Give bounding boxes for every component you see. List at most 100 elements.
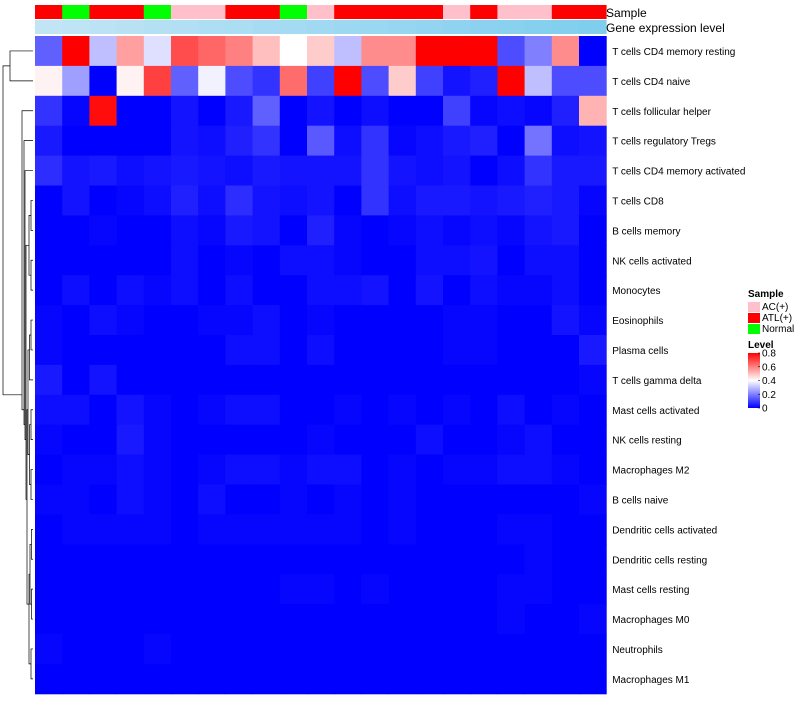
heatmap-cell — [361, 245, 390, 276]
heatmap-cell — [361, 305, 390, 336]
expression-annotation-cell — [279, 20, 308, 34]
heatmap-cell — [116, 245, 145, 276]
heatmap-cell — [415, 245, 444, 276]
heatmap-cell — [334, 424, 362, 456]
heatmap-cell — [116, 454, 145, 485]
legend-swatch-normal — [748, 324, 760, 334]
expression-annotation-cell — [334, 20, 362, 34]
heatmap-cell — [225, 514, 254, 545]
heatmap-cell — [198, 574, 226, 605]
row-label: T cells CD4 memory activated — [612, 167, 745, 178]
row-label: Macrophages M0 — [612, 615, 690, 626]
heatmap-cell — [171, 364, 199, 396]
heatmap-cell — [497, 125, 526, 157]
heatmap-cell — [443, 305, 471, 336]
heatmap-cell — [470, 394, 498, 426]
heatmap-cell — [225, 185, 254, 216]
row-label: T cells CD4 memory resting — [612, 47, 735, 58]
heatmap-cell — [579, 36, 607, 67]
heatmap-cell — [35, 424, 63, 456]
heatmap-cell — [388, 604, 417, 635]
row-label: Macrophages M1 — [612, 675, 690, 686]
heatmap-cell — [551, 604, 580, 635]
heatmap-cell — [171, 155, 199, 186]
heatmap-cell — [89, 364, 118, 396]
level-colorbar — [748, 353, 760, 408]
heatmap-cell — [361, 95, 390, 127]
sample-annotation-cell — [35, 5, 63, 19]
sample-annotation-cell — [89, 5, 117, 19]
heatmap-cell — [198, 424, 226, 456]
heatmap-cell — [198, 125, 226, 157]
heatmap-cell — [279, 604, 308, 635]
heatmap-cell — [334, 574, 362, 605]
heatmap-cell — [388, 65, 417, 97]
heatmap-cell — [198, 454, 226, 485]
heatmap-cell — [307, 514, 335, 545]
heatmap-cell — [334, 604, 362, 635]
heatmap-cell — [252, 604, 281, 635]
heatmap-cell — [89, 95, 118, 127]
heatmap-cell — [252, 275, 281, 306]
heatmap-cell — [470, 484, 498, 515]
heatmap-cell — [35, 514, 63, 545]
heatmap-cell — [35, 125, 63, 157]
heatmap-cell — [443, 215, 471, 246]
heatmap-cell — [579, 185, 607, 216]
heatmap-cell — [171, 275, 199, 306]
heatmap-cell — [116, 574, 145, 605]
heatmap-cell — [497, 95, 526, 127]
heatmap-cell — [279, 514, 308, 545]
heatmap-cell — [62, 574, 90, 605]
heatmap-cell — [279, 364, 308, 396]
heatmap-cell — [551, 484, 580, 515]
heatmap-cell — [361, 544, 390, 575]
heatmap-cell — [497, 245, 526, 276]
heatmap-cell — [443, 544, 471, 575]
row-label: T cells CD4 naive — [612, 77, 691, 88]
heatmap-cell — [579, 424, 607, 456]
heatmap-cell — [89, 305, 118, 336]
row-label: T cells gamma delta — [612, 376, 702, 387]
sample-annotation-cell — [62, 5, 90, 19]
heatmap-cell — [225, 604, 254, 635]
heatmap-cell — [551, 634, 580, 665]
heatmap-cell — [579, 275, 607, 306]
heatmap-cell — [116, 185, 145, 216]
heatmap-cell — [252, 305, 281, 336]
expression-annotation-cell — [116, 20, 145, 34]
legend-label-ac: AC(+) — [762, 302, 788, 313]
heatmap-cell — [89, 275, 118, 306]
heatmap-cell — [470, 275, 498, 306]
row-label: B cells naive — [612, 495, 669, 506]
heatmap-cell — [198, 394, 226, 426]
heatmap-cell — [225, 394, 254, 426]
heatmap-cell — [334, 305, 362, 336]
legend-swatch-atl — [748, 313, 760, 323]
heatmap-cell — [470, 335, 498, 366]
heatmap-cell — [62, 454, 90, 485]
heatmap-cell — [89, 245, 118, 276]
heatmap-cell — [62, 604, 90, 635]
heatmap-cell — [388, 305, 417, 336]
heatmap-cell — [143, 305, 172, 336]
heatmap-cell — [551, 245, 580, 276]
heatmap-cell — [443, 484, 471, 515]
heatmap-cell — [579, 245, 607, 276]
heatmap-cell — [524, 125, 553, 157]
heatmap-cell — [198, 514, 226, 545]
heatmap-cell — [524, 634, 553, 665]
heatmap-cell — [198, 36, 226, 67]
row-label: Eosinophils — [612, 316, 663, 327]
heatmap-cell — [361, 663, 390, 695]
heatmap-cell — [470, 95, 498, 127]
heatmap-cell — [307, 215, 335, 246]
heatmap-cell — [279, 424, 308, 456]
heatmap-cell — [551, 394, 580, 426]
heatmap-cell — [307, 185, 335, 216]
heatmap-cell — [388, 215, 417, 246]
heatmap-cell — [470, 604, 498, 635]
row-label: Mast cells activated — [612, 406, 699, 417]
heatmap-cell — [497, 604, 526, 635]
heatmap-cell — [171, 424, 199, 456]
